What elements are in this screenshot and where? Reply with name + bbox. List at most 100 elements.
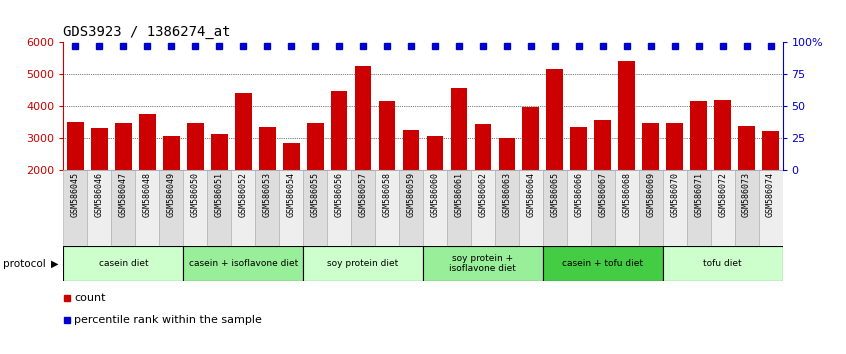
Bar <box>567 170 591 246</box>
Bar <box>759 170 783 246</box>
Bar <box>714 101 731 234</box>
Bar <box>495 170 519 246</box>
Text: GSM586056: GSM586056 <box>335 172 343 217</box>
Bar <box>187 124 204 234</box>
Text: GSM586052: GSM586052 <box>239 172 248 217</box>
Text: GSM586048: GSM586048 <box>143 172 151 217</box>
Text: GSM586060: GSM586060 <box>431 172 439 217</box>
Bar <box>159 170 184 246</box>
Bar <box>63 246 184 281</box>
Bar <box>184 170 207 246</box>
Text: GSM586072: GSM586072 <box>718 172 727 217</box>
Bar <box>115 123 132 234</box>
Bar <box>351 170 375 246</box>
Text: GSM586051: GSM586051 <box>215 172 223 217</box>
Bar <box>303 246 423 281</box>
Bar <box>662 170 687 246</box>
Bar <box>426 136 443 234</box>
Bar <box>547 69 563 234</box>
Bar <box>451 88 467 234</box>
Bar <box>235 93 251 234</box>
Bar <box>570 127 587 234</box>
Text: ▶: ▶ <box>51 259 58 269</box>
Text: GSM586047: GSM586047 <box>119 172 128 217</box>
Bar <box>667 123 683 234</box>
Text: GSM586064: GSM586064 <box>526 172 536 217</box>
Bar <box>163 136 179 234</box>
Bar <box>303 170 327 246</box>
Bar <box>207 170 231 246</box>
Text: GSM586063: GSM586063 <box>503 172 511 217</box>
Bar <box>87 170 112 246</box>
Bar <box>375 170 399 246</box>
Text: GSM586046: GSM586046 <box>95 172 104 217</box>
Bar <box>259 127 276 234</box>
Bar <box>354 66 371 234</box>
Text: GSM586061: GSM586061 <box>454 172 464 217</box>
Text: GSM586062: GSM586062 <box>479 172 487 217</box>
Bar <box>255 170 279 246</box>
Bar <box>523 107 539 234</box>
Text: GSM586058: GSM586058 <box>382 172 392 217</box>
Bar <box>639 170 662 246</box>
Bar <box>139 114 156 234</box>
Bar <box>283 143 299 234</box>
Text: GSM586057: GSM586057 <box>359 172 367 217</box>
Bar <box>307 123 323 234</box>
Text: GSM586069: GSM586069 <box>646 172 655 217</box>
Text: GSM586070: GSM586070 <box>670 172 679 217</box>
Bar <box>63 170 87 246</box>
Bar <box>739 126 755 234</box>
Bar <box>690 101 707 234</box>
Bar <box>135 170 159 246</box>
Bar <box>379 101 395 234</box>
Bar <box>184 246 303 281</box>
Text: GSM586067: GSM586067 <box>598 172 607 217</box>
Bar <box>423 170 447 246</box>
Text: casein diet: casein diet <box>99 259 148 268</box>
Text: GSM586053: GSM586053 <box>263 172 272 217</box>
Bar <box>403 130 420 234</box>
Text: casein + isoflavone diet: casein + isoflavone diet <box>189 259 298 268</box>
Bar <box>231 170 255 246</box>
Bar <box>475 124 492 234</box>
Bar <box>519 170 543 246</box>
Bar <box>91 128 107 234</box>
Bar <box>734 170 759 246</box>
Bar <box>331 91 348 234</box>
Bar <box>642 123 659 234</box>
Text: soy protein diet: soy protein diet <box>327 259 398 268</box>
Text: GSM586068: GSM586068 <box>623 172 631 217</box>
Text: GDS3923 / 1386274_at: GDS3923 / 1386274_at <box>63 25 231 39</box>
Text: GSM586049: GSM586049 <box>167 172 176 217</box>
Bar <box>471 170 495 246</box>
Text: GSM586055: GSM586055 <box>310 172 320 217</box>
Bar <box>595 120 611 234</box>
Text: casein + tofu diet: casein + tofu diet <box>563 259 643 268</box>
Text: soy protein +
isoflavone diet: soy protein + isoflavone diet <box>449 254 516 273</box>
Text: GSM586065: GSM586065 <box>551 172 559 217</box>
Bar <box>327 170 351 246</box>
Bar <box>615 170 639 246</box>
Text: count: count <box>74 293 106 303</box>
Bar <box>543 170 567 246</box>
Bar <box>711 170 734 246</box>
Bar <box>67 122 84 234</box>
Text: GSM586050: GSM586050 <box>191 172 200 217</box>
Bar <box>211 133 228 234</box>
Text: GSM586059: GSM586059 <box>407 172 415 217</box>
Bar <box>498 138 515 234</box>
Bar <box>687 170 711 246</box>
Text: GSM586071: GSM586071 <box>695 172 703 217</box>
Bar <box>423 246 543 281</box>
Text: GSM586074: GSM586074 <box>766 172 775 217</box>
Bar <box>762 131 779 234</box>
Text: protocol: protocol <box>3 259 46 269</box>
Bar <box>662 246 783 281</box>
Bar <box>543 246 662 281</box>
Text: GSM586054: GSM586054 <box>287 172 295 217</box>
Text: percentile rank within the sample: percentile rank within the sample <box>74 315 262 325</box>
Text: tofu diet: tofu diet <box>703 259 742 268</box>
Bar <box>112 170 135 246</box>
Text: GSM586045: GSM586045 <box>71 172 80 217</box>
